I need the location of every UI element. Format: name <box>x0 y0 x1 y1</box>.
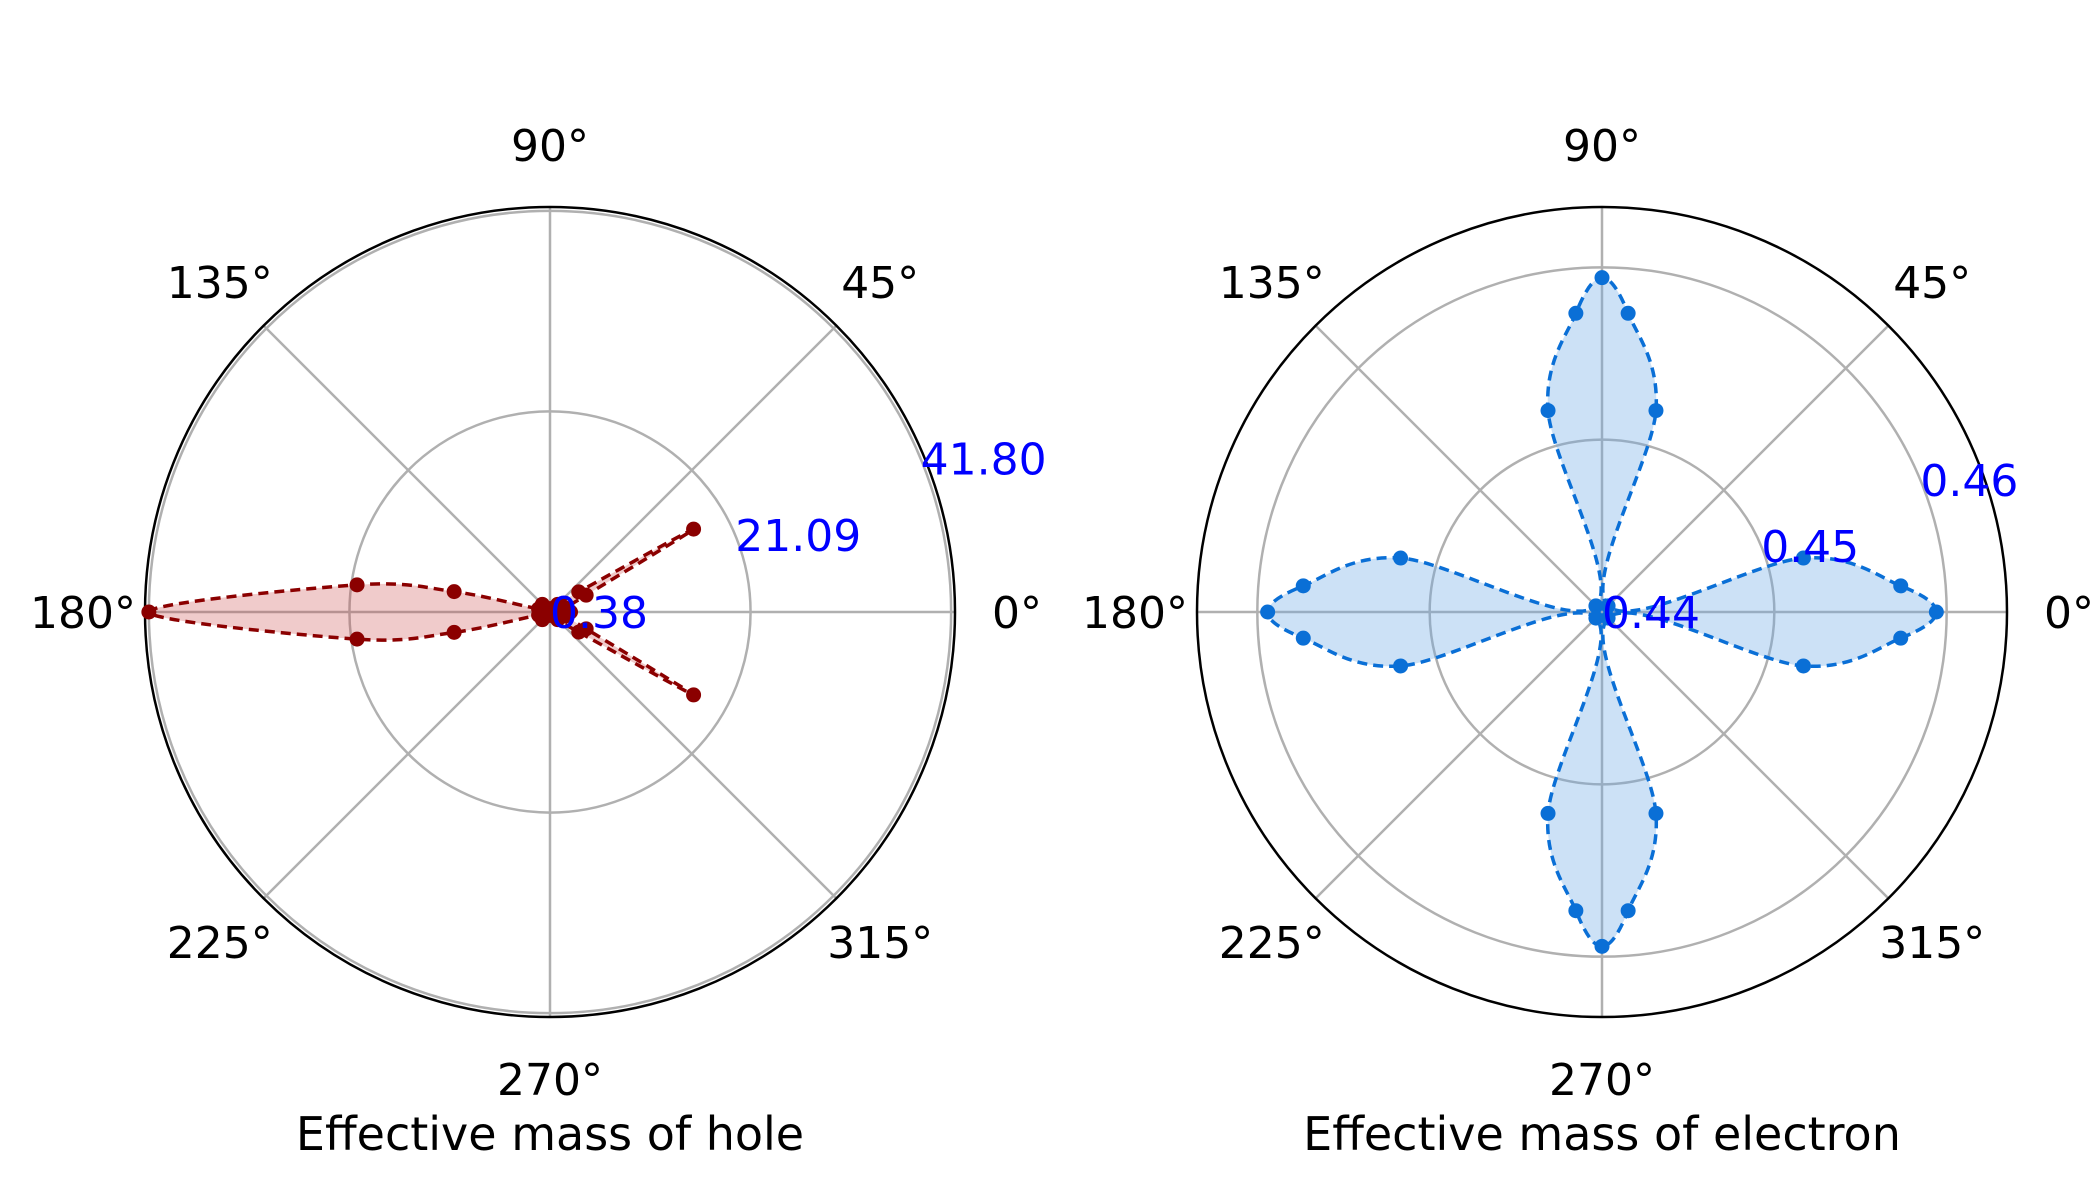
angle-tick-label: 135° <box>1219 258 1325 309</box>
electron-angle-labels: 0° 45° 90° 135° 180° 225° 270° 315° <box>1082 121 2094 1106</box>
data-point <box>1893 578 1909 594</box>
electron-series-area <box>1267 277 1937 947</box>
data-point <box>1620 305 1636 321</box>
radial-gridline-1 <box>1428 438 1776 786</box>
hole-series-area <box>148 529 694 695</box>
data-point <box>557 605 573 621</box>
radial-tick-label: 0.46 <box>1920 456 2018 507</box>
electron-polar-chart: 0°45°90°135°180°225°270°315° 0.440.450.4… <box>1082 121 2094 1161</box>
radial-tick-label: 0.45 <box>1761 522 1859 573</box>
radial-tick-label: 0.38 <box>550 588 648 639</box>
angle-gridline-45 <box>549 324 838 613</box>
angle-tick-label: 45° <box>1893 258 1971 309</box>
data-point <box>446 624 462 640</box>
data-point <box>1620 903 1636 919</box>
data-point <box>1600 610 1616 626</box>
hole-angle-labels: 0° 45° 90° 135° 180° 225° 270° 315° <box>30 121 1042 1106</box>
angle-tick-label: 45° <box>841 258 919 309</box>
radial-tick-label: 0.44 <box>1602 588 1700 639</box>
data-point <box>1588 598 1604 614</box>
angle-gridline-315 <box>1601 611 1890 900</box>
data-point <box>1393 658 1409 674</box>
angle-tick-label: 90° <box>511 121 589 172</box>
angle-tick-label: 90° <box>1563 121 1641 172</box>
hole-radial-labels: 0.38 21.09 41.80 <box>550 435 1047 640</box>
data-point <box>1648 403 1664 419</box>
data-point <box>141 604 157 620</box>
hole-grid <box>145 207 955 1017</box>
data-point <box>1588 610 1604 626</box>
angle-gridline-315 <box>549 611 838 900</box>
hole-series-points <box>141 521 702 703</box>
data-point <box>1928 604 1944 620</box>
data-point <box>1893 630 1909 646</box>
data-point <box>446 584 462 600</box>
data-point <box>1295 630 1311 646</box>
data-point <box>1540 805 1556 821</box>
data-point <box>578 621 594 637</box>
electron-polar-frame <box>1195 205 2009 1019</box>
angle-gridline-135 <box>1314 324 1603 613</box>
data-point <box>686 521 702 537</box>
data-point <box>1594 938 1610 954</box>
data-point <box>1594 270 1610 286</box>
data-point <box>1568 305 1584 321</box>
angle-gridline-45 <box>1601 324 1890 613</box>
angle-tick-label: 270° <box>1549 1055 1655 1106</box>
angle-gridline-135 <box>262 324 551 613</box>
angle-gridline-225 <box>262 611 551 900</box>
hole-polar-chart: 0° 45° 90° 135° 180° 225° 270° 315° 0.38 21.09 41… <box>30 121 1047 1161</box>
angle-gridline-225 <box>1314 611 1603 900</box>
data-point <box>1540 403 1556 419</box>
data-point <box>1260 604 1276 620</box>
electron-xlabel: Effective mass of electron <box>1303 1107 1901 1161</box>
data-point <box>1568 903 1584 919</box>
data-point <box>1393 550 1409 566</box>
angle-tick-label: 225° <box>167 918 273 969</box>
hole-xlabel: Effective mass of hole <box>296 1107 804 1161</box>
data-point <box>1648 805 1664 821</box>
data-point <box>349 631 365 647</box>
radial-tick-label: 21.09 <box>735 511 861 562</box>
data-point <box>571 584 587 600</box>
data-point <box>1795 550 1811 566</box>
angle-tick-label: 0° <box>992 588 1042 639</box>
data-point <box>1795 658 1811 674</box>
angle-tick-label: 315° <box>1879 918 1985 969</box>
angle-tick-label: 315° <box>827 918 933 969</box>
data-point <box>1295 578 1311 594</box>
data-point <box>349 577 365 593</box>
angle-tick-label: 180° <box>30 588 136 639</box>
angle-tick-label: 270° <box>497 1055 603 1106</box>
angle-tick-label: 135° <box>167 258 273 309</box>
electron-series-points <box>1260 270 1944 954</box>
electron-radial-labels: 0.44 0.45 0.46 <box>1602 456 2018 639</box>
radial-gridline-2 <box>1256 266 1948 958</box>
angle-tick-label: 225° <box>1219 918 1325 969</box>
data-point <box>1600 598 1616 614</box>
radial-gridline-1 <box>348 410 752 814</box>
angle-tick-label: 0° <box>2044 588 2094 639</box>
data-point <box>686 687 702 703</box>
radial-tick-label: 41.80 <box>921 435 1047 486</box>
angle-tick-label: 180° <box>1082 588 1188 639</box>
